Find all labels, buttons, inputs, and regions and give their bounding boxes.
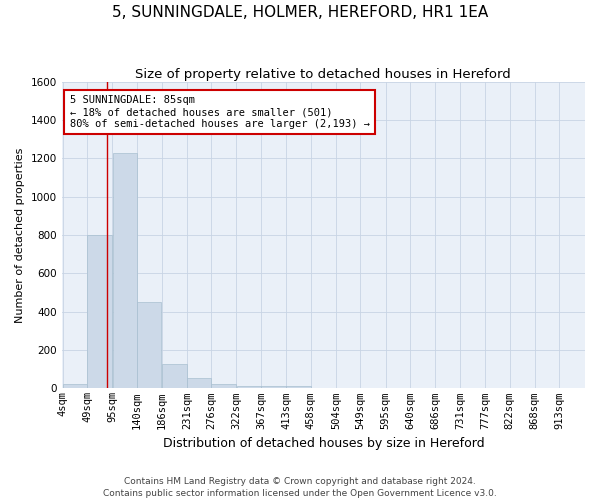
Bar: [137, 302, 161, 388]
Text: 5, SUNNINGDALE, HOLMER, HEREFORD, HR1 1EA: 5, SUNNINGDALE, HOLMER, HEREFORD, HR1 1E…: [112, 5, 488, 20]
Bar: [236, 386, 261, 388]
Bar: [163, 364, 187, 388]
Bar: [187, 378, 211, 388]
Bar: [63, 384, 87, 388]
Text: 5 SUNNINGDALE: 85sqm
← 18% of detached houses are smaller (501)
80% of semi-deta: 5 SUNNINGDALE: 85sqm ← 18% of detached h…: [70, 96, 370, 128]
Bar: [211, 384, 236, 388]
Title: Size of property relative to detached houses in Hereford: Size of property relative to detached ho…: [136, 68, 511, 80]
Bar: [113, 152, 137, 388]
Text: Contains HM Land Registry data © Crown copyright and database right 2024.
Contai: Contains HM Land Registry data © Crown c…: [103, 476, 497, 498]
Y-axis label: Number of detached properties: Number of detached properties: [15, 148, 25, 322]
Bar: [88, 235, 112, 388]
Bar: [261, 386, 286, 388]
Bar: [286, 386, 311, 388]
X-axis label: Distribution of detached houses by size in Hereford: Distribution of detached houses by size …: [163, 437, 484, 450]
